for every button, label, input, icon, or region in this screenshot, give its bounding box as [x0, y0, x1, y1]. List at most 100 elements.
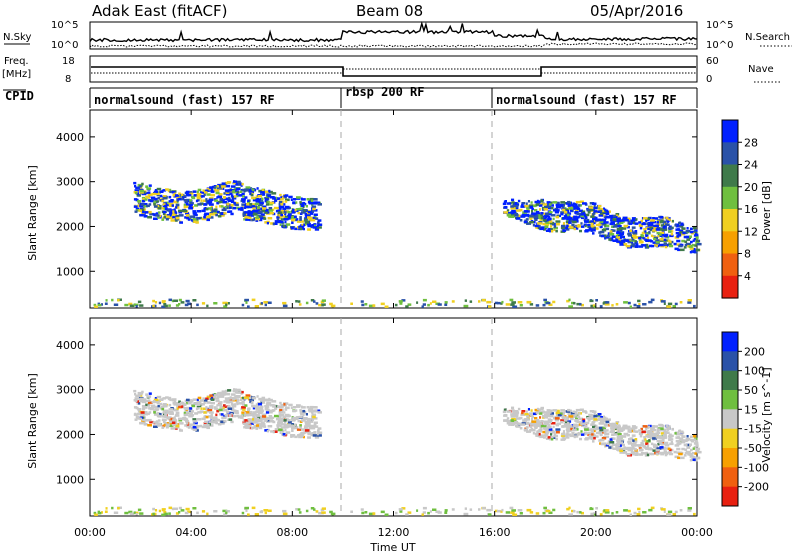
power-echo-cell — [575, 203, 578, 206]
velocity-echo-cell — [267, 509, 272, 512]
velocity-echo-cell — [275, 417, 281, 421]
velocity-echo-cell — [189, 409, 192, 413]
power-echo-cell — [283, 203, 286, 206]
velocity-echo-cell — [311, 432, 314, 435]
velocity-echo-cell — [668, 425, 671, 428]
velocity-echo-cell — [570, 425, 573, 428]
colorbar-tick-label: 200 — [744, 345, 765, 358]
power-echo-cell — [154, 200, 159, 203]
power-echo-cell — [595, 227, 599, 230]
velocity-echo-cell — [545, 422, 549, 426]
power-echo-cell — [157, 216, 160, 219]
velocity-echo-cell — [197, 396, 202, 400]
velocity-echo-cell — [277, 419, 283, 422]
power-echo-cell — [128, 302, 133, 306]
power-echo-cell — [550, 230, 554, 233]
velocity-echo-cell — [279, 408, 283, 412]
velocity-echo-cell — [226, 510, 230, 513]
velocity-echo-cell — [155, 422, 160, 425]
velocity-echo-cell — [222, 404, 226, 407]
velocity-echo-cell — [566, 418, 570, 421]
power-echo-cell — [256, 187, 259, 190]
velocity-echo-cell — [268, 417, 273, 420]
power-echo-cell — [663, 234, 668, 238]
power-echo-cell — [193, 213, 198, 217]
power-echo-cell — [554, 209, 560, 212]
power-echo-cell — [241, 203, 247, 206]
velocity-echo-cell — [562, 414, 565, 417]
power-echo-cell — [249, 211, 253, 215]
power-echo-cell — [515, 206, 519, 210]
velocity-echo-cell — [503, 419, 508, 422]
velocity-echo-cell — [663, 442, 668, 446]
power-echo-cell — [627, 234, 633, 237]
velocity-echo-cell — [172, 421, 176, 424]
velocity-echo-cell — [639, 434, 643, 438]
power-echo-cell — [638, 241, 643, 244]
velocity-echo-cell — [573, 510, 576, 513]
velocity-echo-cell — [635, 444, 641, 447]
power-echo-cell — [247, 201, 250, 204]
velocity-echo-cell — [164, 412, 167, 416]
velocity-echo-cell — [302, 435, 305, 439]
velocity-echo-cell — [269, 409, 275, 413]
velocity-echo-cell — [573, 435, 579, 438]
velocity-echo-cell — [550, 430, 555, 433]
power-echo-cell — [206, 304, 209, 308]
velocity-echo-cell — [599, 438, 605, 442]
velocity-echo-cell — [214, 397, 220, 400]
velocity-echo-cell — [245, 509, 248, 512]
velocity-echo-cell — [573, 424, 579, 428]
power-echo-cell — [623, 224, 629, 228]
velocity-echo-cell — [157, 419, 161, 422]
velocity-echo-cell — [101, 511, 103, 514]
power-echo-cell — [224, 189, 230, 192]
velocity-echo-cell — [570, 427, 574, 431]
velocity-echo-cell — [291, 426, 296, 430]
velocity-echo-cell — [677, 441, 682, 445]
velocity-echo-cell — [196, 400, 202, 404]
power-echo-cell — [628, 222, 633, 225]
velocity-echo-cell — [630, 447, 636, 450]
cpid-segment-1: normalsound (fast) 157 RF — [94, 93, 275, 107]
velocity-echo-cell — [647, 432, 653, 435]
velocity-echo-cell — [253, 417, 257, 420]
velocity-echo-cell — [255, 424, 259, 427]
velocity-echo-cell — [136, 417, 141, 420]
velocity-echo-cell — [590, 428, 594, 431]
power-echo-cell — [658, 227, 663, 231]
power-echo-cell — [299, 218, 302, 221]
power-echo-cell — [593, 210, 598, 213]
power-echo-cell — [616, 236, 620, 239]
power-echo-cell — [249, 187, 253, 190]
velocity-echo-cell — [317, 431, 323, 434]
power-echo-cell — [612, 225, 618, 228]
velocity-echo-cell — [582, 420, 585, 423]
velocity-echo-cell — [350, 510, 353, 513]
power-echo-cell — [105, 299, 108, 302]
velocity-echo-cell — [133, 511, 136, 514]
power-echo-cell — [171, 191, 176, 194]
power-echo-cell — [221, 187, 225, 190]
power-echo-cell — [235, 192, 239, 196]
power-echo-cell — [227, 199, 233, 202]
power-echo-cell — [235, 182, 238, 185]
velocity-echo-cell — [317, 411, 322, 414]
velocity-echo-cell — [623, 447, 628, 450]
velocity-echo-cell — [161, 513, 166, 517]
power-echo-cell — [604, 217, 607, 220]
power-echo-cell — [240, 206, 244, 210]
velocity-echo-cell — [645, 442, 649, 446]
velocity-echo-cell — [175, 414, 178, 417]
velocity-echo-cell — [556, 413, 560, 416]
velocity-echo-cell — [269, 420, 274, 423]
velocity-echo-cell — [506, 422, 511, 425]
power-echo-cell — [627, 240, 631, 244]
power-echo-cell — [272, 222, 275, 226]
power-echo-cell — [210, 205, 213, 209]
power-echo-cell — [155, 212, 159, 215]
velocity-echo-cell — [243, 426, 248, 429]
power-echo-cell — [668, 217, 671, 220]
velocity-echo-cell — [272, 405, 276, 408]
velocity-echo-cell — [611, 443, 616, 446]
